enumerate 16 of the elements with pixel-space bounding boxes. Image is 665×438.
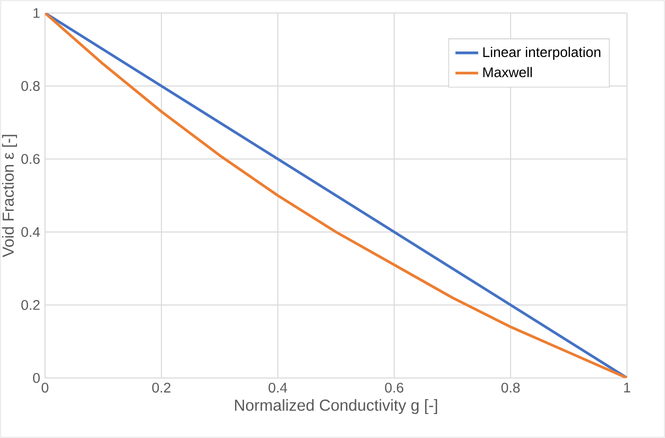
y-axis-title: Void Fraction ε [-] [2, 134, 18, 258]
y-tick-label: 0.6 [21, 154, 40, 164]
x-tick-label: 0.4 [268, 382, 288, 393]
x-tick-label: 1 [624, 382, 630, 392]
y-tick-label: 0.8 [21, 81, 40, 91]
x-tick-label: 0.8 [501, 382, 520, 393]
x-axis-title: Normalized Conductivity g [-] [235, 399, 438, 414]
y-tick-label: 0.4 [21, 227, 40, 237]
x-tick-label: 0.6 [385, 382, 404, 393]
legend-label: Linear interpolation [483, 46, 600, 60]
y-tick-label: 0.2 [21, 300, 40, 310]
x-tick-label: 0.2 [152, 382, 170, 393]
legend-label: Maxwell [483, 66, 532, 78]
y-tick-label: 0 [33, 373, 40, 383]
y-tick-label: 1 [34, 8, 40, 18]
x-tick-label: 0 [42, 382, 48, 393]
